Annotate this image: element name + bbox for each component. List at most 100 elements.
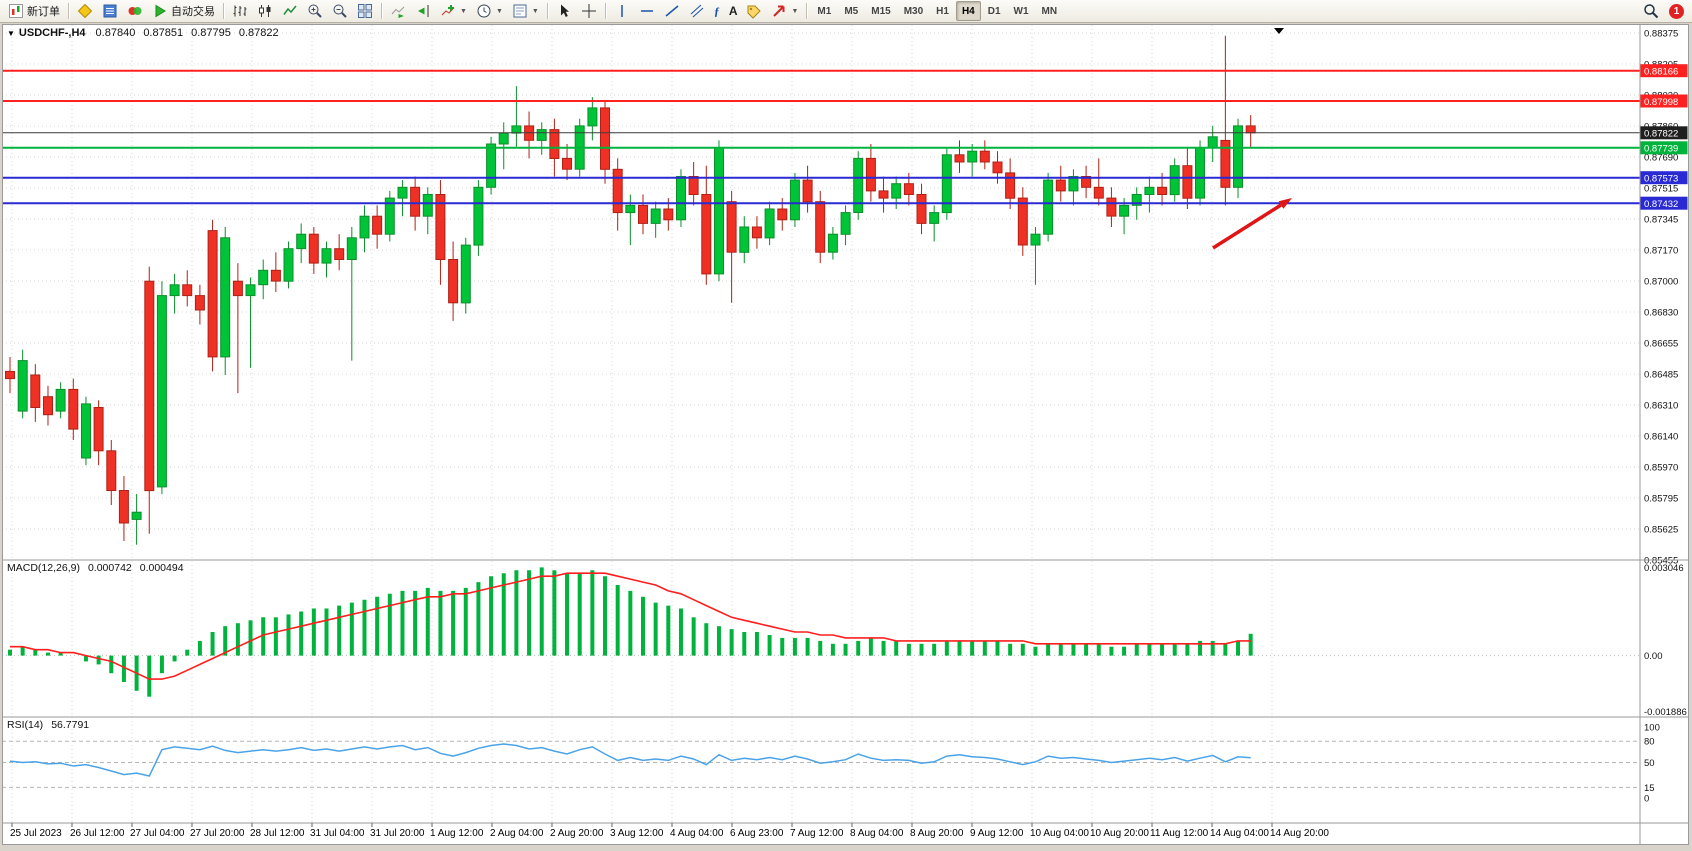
time-tick-label: 14 Aug 20:00 [1270,828,1329,839]
market-depth-icon [102,3,118,19]
fibonacci-tool-button[interactable]: ƒ [710,1,724,21]
price-tick-label: 0.87690 [1644,153,1678,164]
timeframe-h1-button[interactable]: H1 [930,1,955,21]
chevron-down-icon: ▼ [531,7,539,15]
timeframe-m1-button[interactable]: M1 [811,1,837,21]
line-chart-button[interactable] [278,1,302,21]
trendline-tool-button[interactable] [660,1,684,21]
periods-button[interactable]: ▼ [472,1,507,21]
tile-windows-button[interactable] [353,1,377,21]
candle-body [169,284,180,297]
price-tick-label: 0.86655 [1644,339,1678,350]
crosshair-button[interactable] [577,1,601,21]
timeframe-m30-button[interactable]: M30 [898,1,929,21]
price-tick-label: 0.88375 [1644,29,1678,40]
candlestick-chart-button[interactable] [253,1,277,21]
rsi-axis-label: 100 [1644,723,1660,734]
candle-body [701,194,712,275]
arrows-tool-button[interactable]: ▼ [767,1,802,21]
chart-canvas[interactable]: 0.883750.882050.880300.878600.876900.875… [2,24,1689,845]
notification-badge[interactable]: 1 [1669,3,1684,19]
timeframe-d1-button[interactable]: D1 [982,1,1007,21]
candle-body [638,204,648,224]
zoom-out-button[interactable] [328,1,352,21]
time-tick-label: 1 Aug 12:00 [430,828,484,839]
auto-scroll-button[interactable] [386,1,410,21]
macd-signal-line [10,572,1251,680]
search-button[interactable] [1639,1,1663,21]
price-level-badge[interactable] [1640,171,1688,185]
candle-body [232,280,243,297]
chart-expand-arrow-icon[interactable] [1274,28,1284,34]
candle-body [17,360,28,412]
candle-body [587,107,598,127]
candle-body [410,186,421,217]
new-order-button[interactable]: 新订单 [4,1,64,21]
timeframe-h4-button[interactable]: H4 [955,1,981,21]
chart-collapse-icon[interactable]: ▼ [7,29,15,38]
rsi-line [9,743,1251,777]
macd-main-value: 0.000742 [87,562,132,574]
time-tick-label: 31 Jul 20:00 [370,828,425,839]
horizontal-line-tool-button[interactable] [635,1,659,21]
symbols-button[interactable] [73,1,97,21]
candle-body [448,259,459,304]
candle-body [296,233,307,250]
cursor-button[interactable] [552,1,576,21]
indicators-button[interactable]: ▼ [436,1,471,21]
price-level-badge-label: 0.87573 [1644,174,1678,185]
candle-body [422,194,433,217]
annotation-arrow-line[interactable] [1212,203,1282,250]
time-tick-label: 11 Aug 12:00 [1150,828,1209,839]
time-tick-label: 2 Aug 20:00 [550,828,604,839]
timeframe-m15-button[interactable]: M15 [865,1,896,21]
vertical-line-tool-button[interactable] [610,1,634,21]
candle-body [1220,139,1231,188]
candle-body [118,490,129,524]
price-level-badge[interactable] [1640,64,1688,78]
price-scale-background [1640,24,1689,844]
price-level-badge[interactable] [1640,141,1688,155]
rsi-axis-label: 15 [1644,783,1655,794]
time-tick-label: 2 Aug 04:00 [490,828,544,839]
zoom-in-button[interactable] [303,1,327,21]
channel-tool-button[interactable] [685,1,709,21]
price-level-badge[interactable] [1640,94,1688,108]
text-tool-button[interactable]: A [725,1,742,21]
zoom-in-icon [307,3,323,19]
candle-body [1157,186,1168,196]
label-tool-button[interactable] [742,1,766,21]
chart-background [2,24,1689,845]
candle-body [739,226,750,253]
timeframe-m5-button[interactable]: M5 [838,1,864,21]
chart-header: ▼ USDCHF-,H4 0.87840 0.87851 0.87795 0.87822 [7,27,287,39]
terminal-button[interactable] [123,1,147,21]
market-depth-button[interactable] [98,1,122,21]
symbols-icon [77,3,93,19]
candle-body [802,179,813,203]
candle-body [473,186,484,246]
autotrade-button[interactable]: 自动交易 [148,1,219,21]
candle-body [43,396,53,416]
bar-chart-button[interactable] [228,1,252,21]
candle-body [1144,186,1155,196]
templates-button[interactable]: ▼ [508,1,543,21]
line-chart-icon [282,3,298,19]
annotation-arrow-head[interactable] [1278,198,1292,209]
chevron-down-icon: ▼ [460,7,467,15]
toolbar-separator [381,3,382,19]
chart-shift-button[interactable] [411,1,435,21]
timeframe-mn-button[interactable]: MN [1036,1,1064,21]
chart-symbol-label: USDCHF-,H4 [18,27,86,39]
current-price-badge[interactable] [1640,126,1688,140]
toolbar-separator [223,3,224,19]
candle-body [941,154,952,214]
timeframe-w1-button[interactable]: W1 [1008,1,1035,21]
zoom-out-icon [332,3,348,19]
candle-body [131,511,142,520]
chart-window: 0.883750.882050.880300.878600.876900.875… [2,24,1689,845]
price-level-badge[interactable] [1640,196,1688,210]
rsi-label: RSI(14) 56.7791 [7,719,97,731]
price-tick-label: 0.87345 [1644,215,1678,226]
